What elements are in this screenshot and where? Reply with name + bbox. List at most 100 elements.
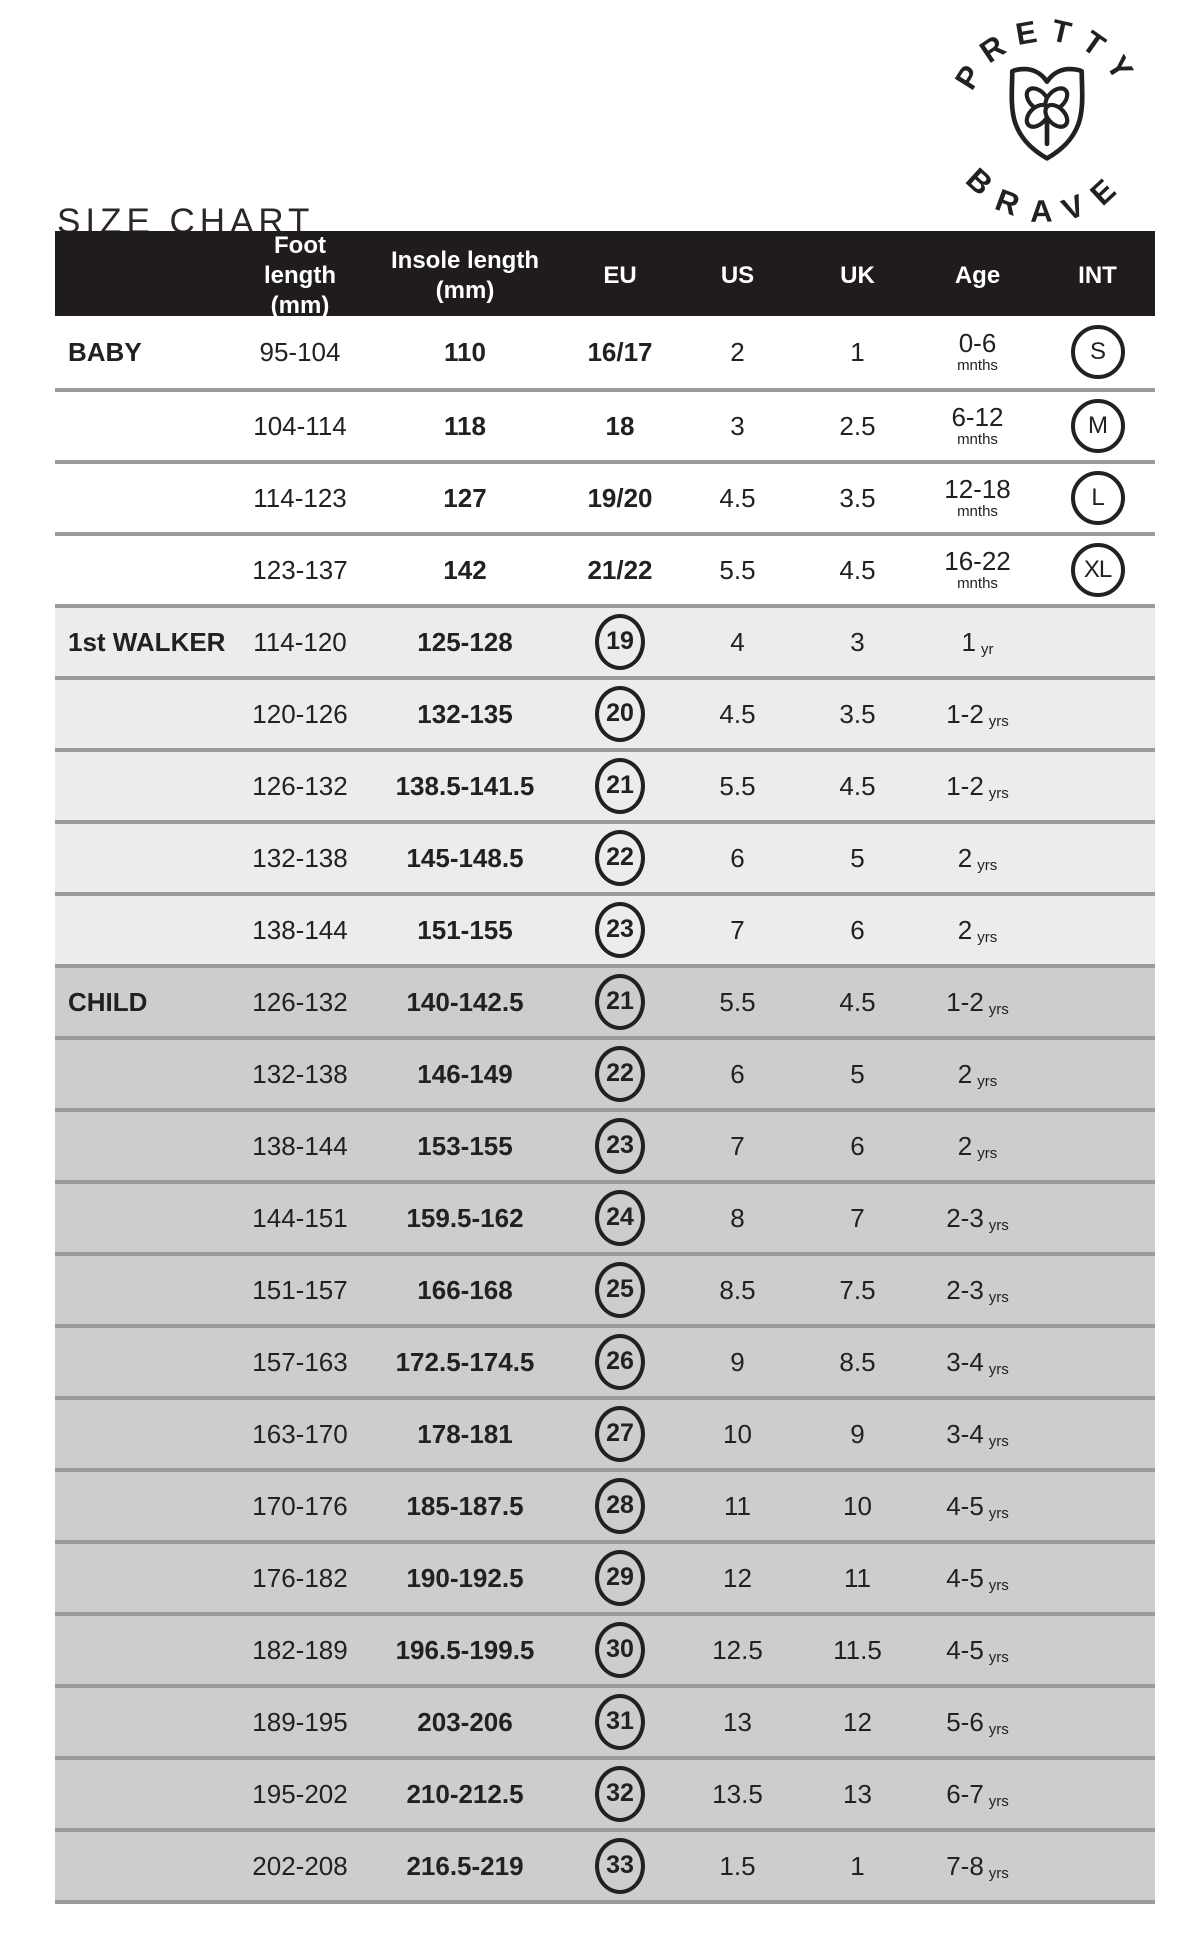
uk-size-cell: 4.5	[839, 986, 876, 1017]
foot-length-cell: 114-120	[253, 626, 347, 657]
age-value: 4-5	[946, 1634, 984, 1665]
us-size-cell: 5.5	[719, 554, 756, 585]
us-size-cell: 5.5	[719, 986, 756, 1017]
us-size-cell: 13.5	[712, 1778, 763, 1809]
int-size-badge: S	[1070, 325, 1125, 379]
category-label: CHILD	[68, 986, 148, 1017]
eu-size-badge: 23	[595, 1118, 645, 1174]
insole-length-cell: 203-206	[417, 1706, 513, 1737]
eu-size-cell: 24	[565, 1190, 675, 1246]
us-size-cell: 6	[730, 842, 745, 873]
age-value: 2	[957, 1130, 973, 1161]
us-size-cell: 5.5	[719, 770, 756, 801]
insole-length-cell: 159.5-162	[406, 1202, 524, 1233]
eu-size-cell: 30	[565, 1622, 675, 1678]
table-row: 170-176 185-187.5 28 11 10 4-5 yrs	[55, 1468, 1155, 1540]
age-cell: 4-5 yrs	[915, 1490, 1040, 1521]
age-value: 0-6	[958, 328, 997, 359]
age-unit: yrs	[977, 856, 998, 874]
age-value: 4-5	[946, 1562, 984, 1593]
age-value: 12-18	[944, 474, 1011, 505]
insole-length-cell: 151-155	[417, 914, 513, 945]
age-unit: yrs	[977, 928, 998, 946]
insole-length-cell: 132-135	[417, 698, 513, 729]
age-cell: 2-3 yrs	[915, 1274, 1040, 1305]
int-size-cell: M	[1040, 399, 1155, 453]
us-size-cell: 8	[730, 1202, 745, 1233]
age-unit: yr	[980, 640, 994, 658]
insole-length-cell: 138.5-141.5	[395, 770, 535, 801]
eu-size-cell: 19	[565, 614, 675, 670]
age-unit: mnths	[957, 356, 998, 374]
header-age: Age	[954, 262, 1001, 289]
age-cell: 1-2 yrs	[915, 698, 1040, 729]
eu-size-badge: 29	[595, 1550, 645, 1606]
foot-length-cell: 104-114	[253, 410, 347, 441]
insole-length-cell: 178-181	[417, 1418, 513, 1449]
age-cell: 6-12 mnths	[915, 404, 1040, 447]
insole-length-cell: 118	[444, 410, 486, 441]
age-value: 1-2	[946, 698, 984, 729]
age-cell: 2 yrs	[915, 1058, 1040, 1089]
age-value: 4-5	[946, 1490, 984, 1521]
age-unit: yrs	[988, 1864, 1009, 1882]
uk-size-cell: 2.5	[839, 410, 876, 441]
table-row: 126-132 138.5-141.5 21 5.5 4.5 1-2 yrs	[55, 748, 1155, 820]
eu-size-cell: 20	[565, 686, 675, 742]
eu-size-cell: 21	[565, 974, 675, 1030]
age-cell: 12-18 mnths	[915, 476, 1040, 519]
foot-length-cell: 157-163	[252, 1346, 348, 1377]
foot-length-cell: 95-104	[259, 336, 341, 367]
uk-size-cell: 12	[843, 1706, 872, 1737]
uk-size-cell: 8.5	[839, 1346, 876, 1377]
eu-size-badge: 21/22	[587, 554, 653, 585]
uk-size-cell: 7	[850, 1202, 865, 1233]
uk-size-cell: 11	[844, 1562, 871, 1593]
us-size-cell: 2	[730, 336, 745, 367]
eu-size-badge: 25	[595, 1262, 645, 1318]
us-size-cell: 4	[730, 626, 745, 657]
age-value: 2	[957, 914, 973, 945]
age-value: 2-3	[946, 1274, 984, 1305]
foot-length-cell: 138-144	[252, 1130, 348, 1161]
us-size-cell: 8.5	[719, 1274, 756, 1305]
age-unit: yrs	[988, 1792, 1009, 1810]
table-header-row: Foot length (mm) Insole length (mm) EU US …	[55, 231, 1155, 319]
us-size-cell: 3	[730, 410, 745, 441]
insole-length-cell: 140-142.5	[406, 986, 524, 1017]
eu-size-badge: 21	[595, 974, 645, 1030]
table-body: BABY 95-104 110 16/17 2 1 0-6 mnths S 104…	[55, 316, 1155, 1904]
table-row: 182-189 196.5-199.5 30 12.5 11.5 4-5 yrs	[55, 1612, 1155, 1684]
table-row: 176-182 190-192.5 29 12 11 4-5 yrs	[55, 1540, 1155, 1612]
category-label: 1st WALKER	[68, 626, 226, 657]
eu-size-cell: 28	[565, 1478, 675, 1534]
age-unit: mnths	[957, 430, 998, 448]
age-value: 6-12	[951, 402, 1004, 433]
insole-length-cell: 190-192.5	[406, 1562, 524, 1593]
eu-size-cell: 29	[565, 1550, 675, 1606]
age-cell: 6-7 yrs	[915, 1779, 1040, 1810]
int-size-cell: S	[1040, 325, 1155, 379]
us-size-cell: 9	[730, 1346, 745, 1377]
header-us: US	[720, 262, 755, 289]
eu-size-cell: 18	[565, 411, 675, 441]
foot-length-cell: 151-157	[252, 1274, 348, 1305]
age-unit: yrs	[988, 1216, 1009, 1234]
table-row: BABY 95-104 110 16/17 2 1 0-6 mnths S	[55, 316, 1155, 388]
table-row: 104-114 118 18 3 2.5 6-12 mnths M	[55, 388, 1155, 460]
shield-clover-icon	[1009, 66, 1085, 161]
foot-length-cell: 120-126	[252, 698, 348, 729]
eu-size-cell: 33	[565, 1838, 675, 1894]
age-value: 2	[957, 1058, 973, 1089]
eu-size-badge: 31	[595, 1694, 645, 1750]
us-size-cell: 11	[724, 1490, 751, 1521]
eu-size-cell: 16/17	[565, 337, 675, 367]
age-unit: yrs	[988, 1360, 1009, 1378]
table-row: 151-157 166-168 25 8.5 7.5 2-3 yrs	[55, 1252, 1155, 1324]
age-value: 5-6	[946, 1706, 984, 1737]
us-size-cell: 1.5	[719, 1850, 756, 1881]
foot-length-cell: 114-123	[253, 482, 347, 513]
age-value: 1-2	[946, 770, 984, 801]
insole-length-cell: 153-155	[417, 1130, 513, 1161]
age-value: 3-4	[946, 1346, 984, 1377]
